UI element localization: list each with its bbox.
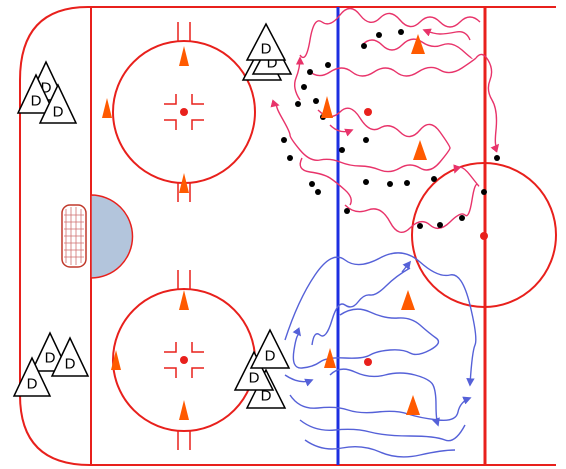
defender-triangle-icon: D [16, 73, 56, 114]
svg-text:D: D [45, 350, 56, 367]
blue-skating-path [284, 252, 477, 458]
cone-icon [102, 34, 427, 420]
defender-stack-bottom-left: D D D [12, 331, 90, 397]
svg-text:D: D [265, 348, 276, 365]
faceoff-dot-icon [364, 108, 372, 116]
defender-triangle-icon: D [50, 336, 90, 377]
svg-text:D: D [267, 55, 278, 72]
defender-triangle-icon: D [245, 22, 287, 61]
rink-boards [19, 6, 556, 466]
puck-icon [281, 29, 500, 229]
svg-text:D: D [27, 376, 38, 393]
defender-triangle-icon: D [249, 328, 291, 369]
faceoff-dot-icon [180, 108, 188, 116]
svg-text:D: D [53, 104, 64, 121]
red-skating-path [270, 7, 500, 234]
defender-stack-top-middle: D D D [241, 22, 293, 81]
defender-triangle-icon: D [233, 350, 275, 391]
svg-text:D: D [31, 93, 42, 110]
net-icon [61, 204, 87, 268]
svg-text:D: D [65, 356, 76, 373]
svg-text:D: D [41, 80, 52, 97]
defender-triangle-icon: D [12, 356, 52, 397]
faceoff-dot-icon [180, 356, 188, 364]
faceoff-dot-icon [364, 358, 372, 366]
svg-text:D: D [261, 41, 272, 58]
goal-crease [90, 194, 134, 279]
svg-text:D: D [249, 370, 260, 387]
svg-text:D: D [261, 388, 272, 405]
defender-stack-top-left: D D D [16, 60, 78, 124]
defender-stack-bottom-middle: D D D [233, 328, 291, 409]
defender-triangle-icon: D [38, 83, 78, 124]
faceoff-dot-icon [480, 232, 488, 240]
center-faceoff-circle [411, 162, 557, 308]
